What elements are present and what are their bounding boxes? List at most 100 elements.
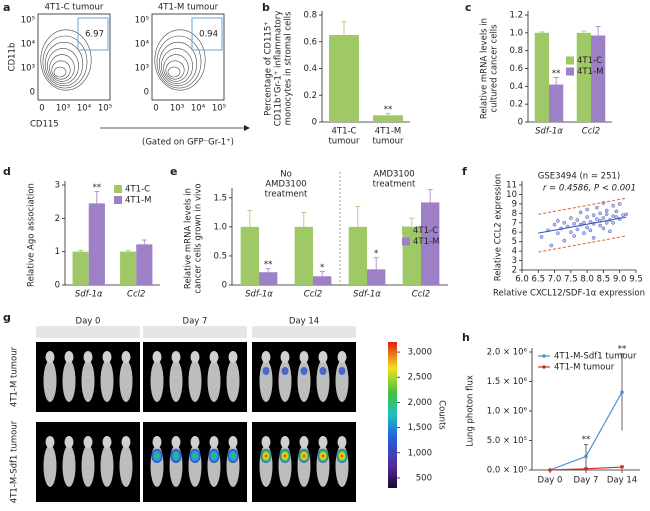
mouse-head <box>337 351 347 363</box>
x-tick-label: 10⁵ <box>212 104 226 114</box>
significance: * <box>320 263 324 273</box>
y-tick-label: 0 <box>30 88 35 98</box>
y-tick-label: 3 <box>512 256 517 266</box>
x-tick-label: 4T1-M <box>375 127 401 137</box>
x-tick-label: 8.5 <box>597 275 611 285</box>
mouse-body <box>297 360 311 402</box>
mouse-body <box>335 360 349 402</box>
arrow-head <box>244 125 250 131</box>
point <box>562 238 567 243</box>
contour <box>158 41 198 87</box>
mouse-head <box>64 436 74 448</box>
row-label: 4T1-M-Sdf1 tumour <box>10 420 20 503</box>
gate-value: 0.94 <box>199 30 218 40</box>
mouse-head <box>337 436 347 448</box>
x-tick-label: Sdf-1α <box>353 290 381 300</box>
mouse-body <box>316 360 330 402</box>
x-tick-label: 10⁵ <box>98 104 112 114</box>
point <box>569 216 573 220</box>
x-tick-label: Day 14 <box>607 476 637 486</box>
panel-letter: b <box>262 1 270 14</box>
bar <box>549 84 564 122</box>
mouse-head <box>121 436 131 448</box>
point <box>548 468 552 472</box>
y-tick-label: 6 <box>512 228 517 238</box>
point <box>595 205 599 210</box>
mouse-head <box>102 436 112 448</box>
axis-label: cultured cancer cells <box>490 24 500 113</box>
y-tick-label: 2 <box>512 266 517 276</box>
axis-label: CD115 <box>30 120 59 130</box>
y-tick-label: 10³ <box>21 64 35 74</box>
legend-swatch <box>566 56 574 65</box>
bar <box>88 203 105 285</box>
legend-label: 4T1-M <box>125 196 151 206</box>
contour <box>165 60 185 80</box>
mouse-body <box>100 360 114 402</box>
x-tick-label: tumour <box>328 137 360 147</box>
x-tick-label: 0 <box>153 104 158 114</box>
y-tick-label: 0 <box>55 281 60 291</box>
point <box>575 227 580 232</box>
point <box>595 217 599 221</box>
legend-swatch <box>402 226 410 235</box>
point <box>588 228 593 233</box>
signal <box>151 449 163 463</box>
x-tick-label: Ccl2 <box>127 290 145 300</box>
mouse-body <box>169 360 183 402</box>
mouse-body <box>100 445 114 487</box>
significance: ** <box>264 260 273 270</box>
mouse-body <box>119 360 133 402</box>
point <box>601 216 606 220</box>
legend-label: 4T1-M-Sdf1 tumour <box>554 352 637 362</box>
axis-label: CD11b <box>8 43 18 72</box>
y-tick-label: 10⁵ <box>21 16 35 26</box>
point <box>620 390 624 394</box>
mouse-head <box>209 351 219 363</box>
point <box>585 215 589 219</box>
point <box>611 220 616 225</box>
bar <box>576 32 591 123</box>
point <box>562 220 567 225</box>
contour <box>49 54 75 82</box>
y-tick-label: 1.2 <box>509 11 523 21</box>
colorbar-tick-label: 2,000 <box>408 398 432 408</box>
point <box>591 213 596 218</box>
group-label: No <box>280 170 292 180</box>
axis-label: Relative CXCL12/SDF-1α expression <box>493 289 645 299</box>
axis-label: cancer cells grown in vivo <box>194 183 204 293</box>
fit-line <box>538 216 627 234</box>
legend-label: 4T1-M <box>577 67 603 77</box>
axis-label: Relative Ago association <box>27 183 37 287</box>
bar <box>373 115 403 122</box>
mouse-head <box>83 351 93 363</box>
plot-frame <box>37 13 111 101</box>
x-tick-label: 10³ <box>56 104 70 114</box>
point <box>617 202 622 206</box>
gate <box>191 17 223 51</box>
y-tick-label: 1.0 × 10⁶ <box>487 407 528 417</box>
significance: ** <box>552 69 561 79</box>
colorbar-tick-label: 2,500 <box>408 373 432 383</box>
y-tick-label: 5 <box>512 237 517 247</box>
y-tick-label: 10³ <box>135 64 149 74</box>
contour <box>40 29 92 91</box>
mouse-head <box>190 351 200 363</box>
group-label: AMD3100 <box>373 170 414 180</box>
x-tick-label: tumour <box>372 137 404 147</box>
y-tick-label: 1 <box>55 247 60 257</box>
contour <box>167 66 181 78</box>
y-tick-label: 2 <box>55 214 60 224</box>
x-tick-label: 9.5 <box>629 275 643 285</box>
x-tick-label: Ccl2 <box>582 127 600 137</box>
point <box>555 231 560 236</box>
group-label: treatment <box>373 180 416 190</box>
mouse-head <box>261 351 271 363</box>
point <box>604 212 609 217</box>
point <box>611 214 616 219</box>
legend-label: 4T1-C <box>413 226 438 236</box>
legend-label: 4T1-M <box>413 237 439 247</box>
point <box>621 213 625 218</box>
point <box>608 229 612 234</box>
